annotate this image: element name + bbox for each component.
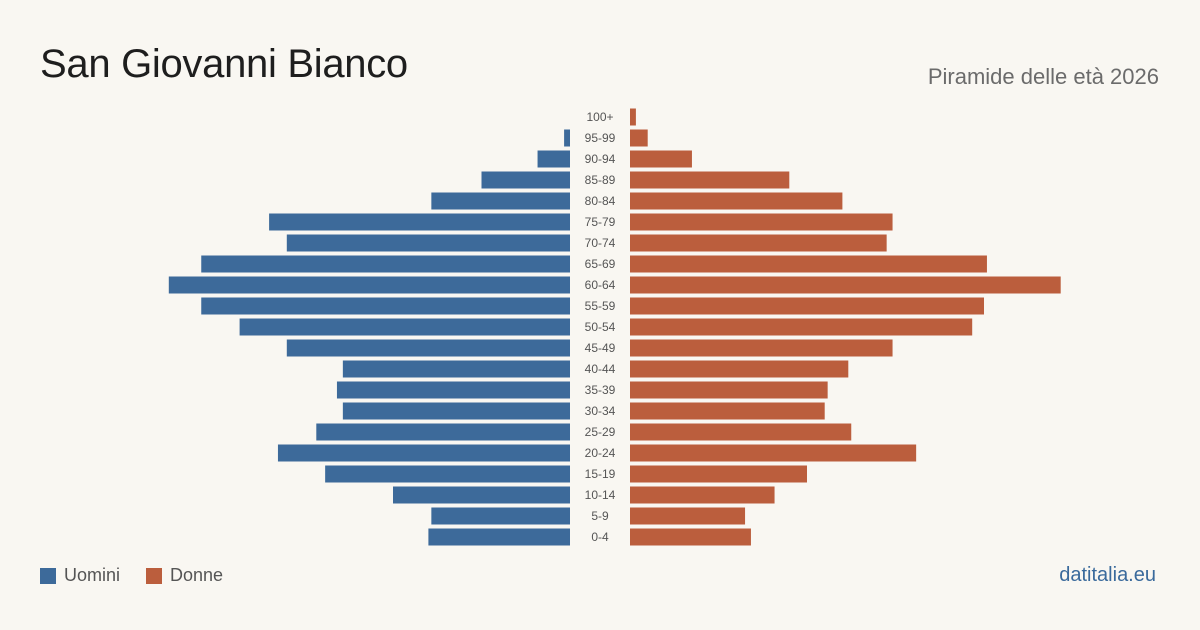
bar-women-55-59 <box>630 297 984 315</box>
bar-women-85-89 <box>630 171 790 189</box>
legend-label-women: Donne <box>170 565 224 585</box>
bar-women-30-34 <box>630 402 825 420</box>
bar-women-45-49 <box>630 339 893 357</box>
bar-men-70-74 <box>286 234 570 252</box>
legend-item-women: Donne <box>146 565 223 586</box>
age-label-100plus: 100+ <box>586 110 613 124</box>
bar-women-70-74 <box>630 234 887 252</box>
age-label-60-64: 60-64 <box>585 278 616 292</box>
age-label-95-99: 95-99 <box>585 131 616 145</box>
age-label-0-4: 0-4 <box>591 530 609 544</box>
bar-women-5-9 <box>630 507 746 525</box>
age-label-35-39: 35-39 <box>585 383 616 397</box>
age-label-55-59: 55-59 <box>585 299 616 313</box>
bar-men-60-64 <box>168 276 571 294</box>
bar-women-65-69 <box>630 255 987 273</box>
age-label-90-94: 90-94 <box>585 152 616 166</box>
bar-women-60-64 <box>630 276 1061 294</box>
bar-women-10-14 <box>630 486 775 504</box>
bar-men-65-69 <box>201 255 570 273</box>
bar-women-80-84 <box>630 192 843 210</box>
source-link[interactable]: datitalia.eu <box>1059 564 1156 586</box>
age-label-65-69: 65-69 <box>585 257 616 271</box>
bar-men-10-14 <box>393 486 570 504</box>
bar-women-50-54 <box>630 318 973 336</box>
legend-item-men: Uomini <box>40 565 120 586</box>
age-label-10-14: 10-14 <box>585 488 616 502</box>
legend-swatch-women <box>146 567 163 584</box>
bar-men-55-59 <box>201 297 570 315</box>
bar-women-35-39 <box>630 381 828 399</box>
page-title: San Giovanni Bianco <box>40 42 408 86</box>
bar-men-35-39 <box>336 381 570 399</box>
bar-women-95-99 <box>630 129 648 147</box>
age-label-15-19: 15-19 <box>585 467 616 481</box>
bar-women-0-4 <box>630 528 751 546</box>
bar-men-45-49 <box>286 339 570 357</box>
bar-women-40-44 <box>630 360 849 378</box>
bar-men-85-89 <box>481 171 570 189</box>
bar-women-90-94 <box>630 150 692 168</box>
age-label-50-54: 50-54 <box>585 320 616 334</box>
bar-men-5-9 <box>431 507 570 525</box>
bar-men-25-29 <box>316 423 570 441</box>
legend: Uomini Donne <box>40 565 249 586</box>
bar-men-40-44 <box>342 360 570 378</box>
bar-men-75-79 <box>269 213 570 231</box>
legend-swatch-men <box>40 567 56 584</box>
age-label-85-89: 85-89 <box>585 173 616 187</box>
legend-label-men: Uomini <box>64 565 121 585</box>
chart-subtitle: Piramide delle età 2026 <box>927 64 1159 89</box>
bar-women-15-19 <box>630 465 807 483</box>
bar-men-50-54 <box>239 318 570 336</box>
age-label-20-24: 20-24 <box>585 446 616 460</box>
age-label-45-49: 45-49 <box>585 341 616 355</box>
age-label-80-84: 80-84 <box>585 194 616 208</box>
bar-men-95-99 <box>564 129 570 147</box>
bar-women-100plus <box>630 108 636 126</box>
age-label-5-9: 5-9 <box>591 509 609 523</box>
age-label-30-34: 30-34 <box>585 404 616 418</box>
bar-women-25-29 <box>630 423 852 441</box>
age-label-40-44: 40-44 <box>585 362 616 376</box>
bar-women-75-79 <box>630 213 893 231</box>
age-label-25-29: 25-29 <box>585 425 616 439</box>
bar-women-20-24 <box>630 444 917 462</box>
bar-men-30-34 <box>342 402 570 420</box>
age-label-70-74: 70-74 <box>585 236 616 250</box>
bar-men-15-19 <box>325 465 570 483</box>
bar-men-0-4 <box>428 528 570 546</box>
bar-men-20-24 <box>277 444 570 462</box>
bar-men-80-84 <box>431 192 570 210</box>
bar-men-90-94 <box>537 150 570 168</box>
age-label-75-79: 75-79 <box>585 215 616 229</box>
